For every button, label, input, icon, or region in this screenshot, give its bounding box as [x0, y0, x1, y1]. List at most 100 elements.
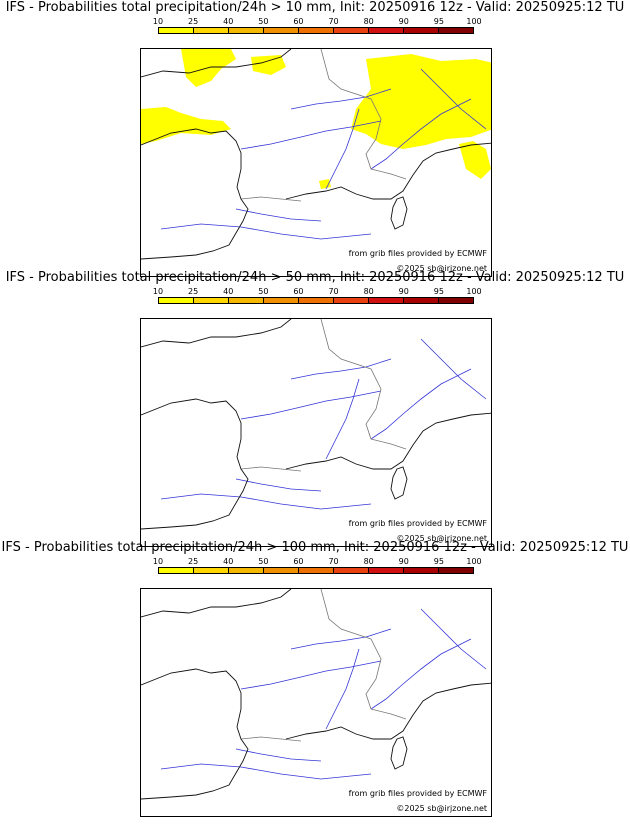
scale-tick-label: 80 — [363, 17, 374, 26]
scale-tick-label: 60 — [293, 287, 304, 296]
scale-tick-label: 40 — [223, 287, 234, 296]
panel-title: IFS - Probabilities total precipitation/… — [5, 270, 625, 285]
river-line — [235, 748, 322, 762]
probability-area — [351, 54, 491, 149]
probability-area — [141, 107, 231, 144]
probability-scale: 10 25 40 50 60 70 80 90 95 100 — [153, 557, 482, 577]
scale-ticks: 10 25 40 50 60 70 80 90 95 100 — [152, 17, 482, 26]
river-line — [420, 338, 487, 400]
coastline — [141, 49, 292, 78]
source-credit: from grib files provided by ECMWF — [348, 789, 487, 798]
map-base — [141, 49, 491, 260]
border-line — [240, 466, 302, 472]
river-line — [290, 628, 392, 650]
river-line — [235, 478, 322, 492]
scale-bar — [158, 27, 474, 34]
scale-color-segment — [264, 298, 299, 303]
scale-color-segment — [404, 568, 439, 573]
border-line — [320, 319, 407, 450]
scale-color-segment — [159, 568, 194, 573]
scale-color-segment — [229, 298, 264, 303]
scale-color-segment — [299, 298, 334, 303]
scale-tick-label: 100 — [466, 17, 482, 26]
scale-ticks: 10 25 40 50 60 70 80 90 95 100 — [153, 287, 482, 296]
copyright-credit: ©2025 sb@irjzone.net — [396, 534, 487, 543]
probability-area — [459, 141, 491, 179]
scale-tick-label: 40 — [223, 17, 234, 26]
copyright-credit: ©2025 sb@irjzone.net — [396, 264, 487, 273]
scale-tick-label: 10 — [152, 17, 164, 26]
scale-tick-label: 25 — [188, 557, 199, 566]
river-line — [370, 368, 472, 440]
border-line — [320, 49, 407, 180]
scale-color-segment — [299, 568, 334, 573]
border-line — [240, 736, 302, 742]
precipitation-map: from grib files provided by ECMWF ©2025 … — [140, 588, 492, 817]
river-line — [370, 638, 472, 710]
river-line — [325, 108, 360, 190]
river-line — [160, 493, 372, 510]
scale-tick-label: 60 — [293, 17, 304, 26]
coastline — [390, 466, 408, 500]
river-line — [240, 120, 382, 150]
river-line — [160, 763, 372, 780]
scale-color-segment — [404, 28, 439, 33]
panel-10mm: IFS - Probabilities total precipitation/… — [0, 0, 630, 277]
scale-tick-label: 50 — [258, 17, 269, 26]
scale-tick-label: 25 — [188, 17, 199, 26]
copyright-credit: ©2025 sb@irjzone.net — [396, 804, 487, 813]
scale-color-segment — [334, 568, 369, 573]
river-line — [235, 208, 322, 222]
scale-tick-label: 70 — [328, 287, 339, 296]
scale-ticks: 10 25 40 50 60 70 80 90 95 100 — [153, 557, 482, 566]
scale-color-segment — [159, 28, 194, 33]
river-line — [240, 390, 382, 420]
border-line — [240, 196, 302, 202]
scale-tick-label: 100 — [466, 557, 482, 566]
panel-title: IFS - Probabilities total precipitation/… — [1, 540, 629, 555]
scale-tick-label: 50 — [258, 557, 269, 566]
scale-color-segment — [299, 28, 334, 33]
map-base — [141, 319, 491, 530]
river-line — [420, 68, 487, 130]
river-line — [240, 660, 382, 690]
coastline — [390, 196, 408, 230]
scale-color-segment — [404, 298, 439, 303]
coastline — [285, 682, 491, 740]
river-line — [325, 648, 360, 730]
river-line — [325, 378, 360, 460]
scale-color-segment — [369, 298, 404, 303]
scale-tick-label: 50 — [258, 287, 269, 296]
coastline — [141, 589, 292, 618]
scale-tick-label: 70 — [328, 17, 339, 26]
scale-color-segment — [194, 568, 229, 573]
scale-tick-label: 90 — [398, 557, 409, 566]
scale-color-segment — [229, 28, 264, 33]
probability-scale: 10 25 40 50 60 70 80 90 95 100 — [152, 17, 482, 37]
river-line — [420, 608, 487, 670]
coastline — [141, 128, 249, 260]
scale-tick-label: 80 — [363, 557, 374, 566]
scale-tick-label: 90 — [398, 17, 409, 26]
scale-color-segment — [439, 28, 473, 33]
scale-color-segment — [439, 298, 473, 303]
coastline — [285, 412, 491, 470]
scale-color-segment — [159, 298, 194, 303]
scale-color-segment — [194, 298, 229, 303]
probability-area — [319, 179, 331, 189]
scale-tick-label: 95 — [433, 557, 444, 566]
river-line — [290, 358, 392, 380]
scale-color-segment — [369, 568, 404, 573]
scale-tick-label: 70 — [328, 557, 339, 566]
coastline — [141, 319, 292, 348]
panel-50mm: IFS - Probabilities total precipitation/… — [0, 270, 630, 547]
scale-color-segment — [369, 28, 404, 33]
scale-color-segment — [334, 28, 369, 33]
scale-bar — [158, 567, 474, 574]
precipitation-map: from grib files provided by ECMWF ©2025 … — [140, 318, 492, 547]
scale-tick-label: 90 — [398, 287, 409, 296]
scale-color-segment — [194, 28, 229, 33]
scale-color-segment — [439, 568, 473, 573]
scale-tick-label: 95 — [433, 287, 444, 296]
river-line — [290, 88, 392, 110]
